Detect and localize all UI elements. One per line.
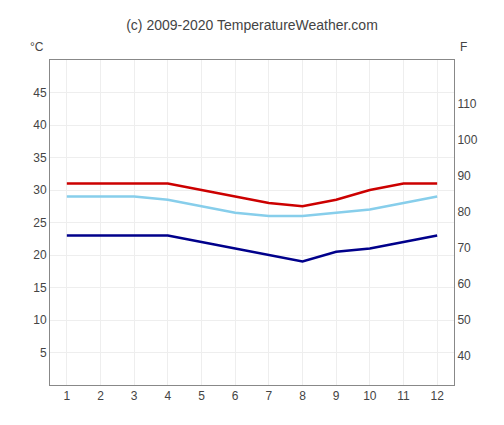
svg-text:3: 3: [131, 389, 138, 403]
svg-text:2: 2: [97, 389, 104, 403]
svg-text:7: 7: [265, 389, 272, 403]
svg-text:°C: °C: [30, 40, 44, 54]
svg-text:25: 25: [33, 216, 47, 230]
svg-text:5: 5: [40, 346, 47, 360]
svg-text:60: 60: [457, 277, 471, 291]
svg-text:1: 1: [63, 389, 70, 403]
svg-text:F: F: [460, 40, 467, 54]
svg-text:45: 45: [33, 86, 47, 100]
svg-text:10: 10: [33, 313, 47, 327]
svg-text:9: 9: [333, 389, 340, 403]
svg-text:70: 70: [457, 241, 471, 255]
svg-text:40: 40: [33, 118, 47, 132]
svg-text:11: 11: [397, 389, 410, 403]
svg-text:4: 4: [164, 389, 171, 403]
svg-text:5: 5: [198, 389, 205, 403]
svg-text:(c) 2009-2020 TemperatureWeath: (c) 2009-2020 TemperatureWeather.com: [126, 17, 378, 33]
svg-text:30: 30: [33, 183, 47, 197]
svg-text:20: 20: [33, 248, 47, 262]
svg-text:80: 80: [457, 205, 471, 219]
svg-text:8: 8: [299, 389, 306, 403]
svg-text:50: 50: [457, 313, 471, 327]
svg-text:6: 6: [232, 389, 239, 403]
svg-text:15: 15: [33, 281, 47, 295]
svg-text:12: 12: [430, 389, 444, 403]
svg-text:110: 110: [457, 97, 476, 111]
svg-text:100: 100: [457, 133, 477, 147]
svg-text:40: 40: [457, 349, 471, 363]
svg-text:90: 90: [457, 169, 471, 183]
svg-text:10: 10: [363, 389, 377, 403]
svg-text:35: 35: [33, 151, 47, 165]
